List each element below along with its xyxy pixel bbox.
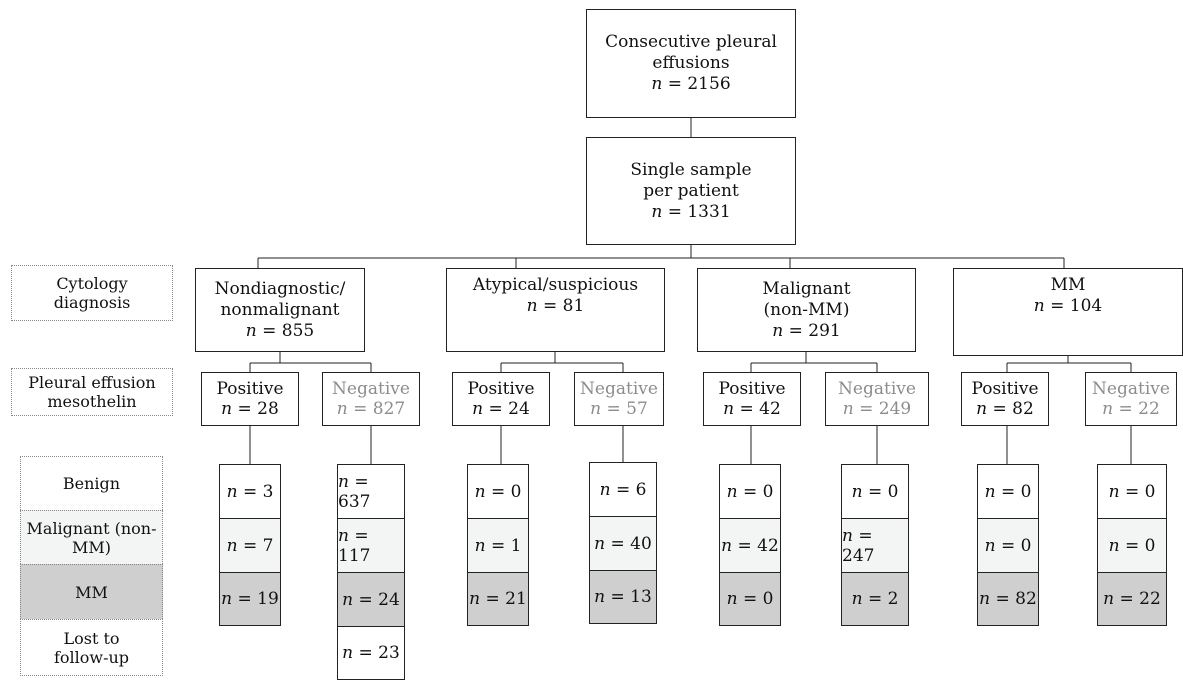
outcome-malignant-cell: n = 117 [337, 518, 405, 573]
outcome-lost-cell: n = 23 [337, 626, 405, 680]
mesothelin-count: n = 24 [472, 399, 530, 419]
outcome-benign-cell: n = 637 [337, 464, 405, 519]
mesothelin-positive-box: Positive n = 28 [201, 372, 299, 426]
outcome-benign-cell: n = 0 [1097, 464, 1167, 519]
cytology-group-title: Malignant (non-MM) [762, 278, 851, 320]
consecutive-effusions-count: n = 2156 [651, 74, 731, 94]
row-label-mm: MM [20, 564, 163, 619]
outcome-benign-cell: n = 0 [977, 464, 1039, 519]
outcome-mm-cell: n = 21 [467, 572, 529, 626]
mesothelin-label: Negative [332, 379, 410, 399]
mesothelin-negative-box: Negative n = 57 [574, 372, 664, 426]
cytology-group-count: n = 104 [1033, 296, 1103, 316]
outcome-benign-cell: n = 3 [219, 464, 281, 519]
outcome-mm-cell: n = 24 [337, 572, 405, 627]
single-sample-count: n = 1331 [651, 201, 731, 222]
outcome-benign-cell: n = 0 [719, 464, 781, 519]
mesothelin-count: n = 22 [1102, 399, 1160, 419]
outcome-malignant-cell: n = 7 [219, 518, 281, 573]
outcome-mm-cell: n = 13 [589, 570, 657, 624]
outcome-malignant-cell: n = 1 [467, 518, 529, 573]
mesothelin-label: Positive [971, 379, 1039, 399]
consecutive-effusions-title: Consecutive pleural effusions [605, 32, 777, 73]
mesothelin-label: Positive [467, 379, 535, 399]
mesothelin-count: n = 827 [336, 399, 406, 419]
row-label-cytology: Cytology diagnosis [11, 265, 173, 321]
mesothelin-count: n = 28 [221, 399, 279, 419]
outcome-malignant-cell: n = 40 [589, 516, 657, 571]
mesothelin-negative-box: Negative n = 249 [825, 372, 929, 426]
mesothelin-label: Positive [216, 379, 284, 399]
cytology-atypical-box: Atypical/suspicious n = 81 [446, 268, 665, 352]
mesothelin-positive-box: Positive n = 82 [961, 372, 1049, 426]
outcome-mm-cell: n = 82 [977, 572, 1039, 626]
outcome-benign-cell: n = 6 [589, 462, 657, 517]
cytology-group-title: Nondiagnostic/ nonmalignant [214, 278, 346, 320]
mesothelin-count: n = 42 [723, 399, 781, 419]
outcome-mm-cell: n = 19 [219, 572, 281, 626]
cytology-group-count: n = 81 [526, 296, 585, 316]
mesothelin-count: n = 57 [590, 399, 648, 419]
cytology-group-count: n = 855 [245, 320, 315, 341]
mesothelin-count: n = 82 [976, 399, 1034, 419]
cytology-group-title: MM [1050, 275, 1086, 295]
outcome-benign-cell: n = 0 [841, 464, 909, 519]
outcome-mm-cell: n = 0 [719, 572, 781, 626]
outcome-benign-cell: n = 0 [467, 464, 529, 519]
row-label-malignant: Malignant (non-MM) [20, 510, 163, 564]
mesothelin-label: Negative [838, 379, 916, 399]
single-sample-box: Single sample per patient n = 1331 [586, 137, 796, 245]
mesothelin-count: n = 249 [842, 399, 912, 419]
outcome-malignant-cell: n = 0 [1097, 518, 1167, 573]
outcome-malignant-cell: n = 247 [841, 518, 909, 573]
cytology-group-title: Atypical/suspicious [472, 275, 639, 295]
row-label-benign: Benign [20, 456, 163, 510]
mesothelin-positive-box: Positive n = 42 [703, 372, 801, 426]
cytology-malignant-box: Malignant (non-MM) n = 291 [697, 268, 916, 352]
cytology-group-count: n = 291 [772, 320, 841, 341]
outcome-mm-cell: n = 22 [1097, 572, 1167, 626]
mesothelin-positive-box: Positive n = 24 [452, 372, 550, 426]
mesothelin-label: Positive [718, 379, 786, 399]
cytology-nondiagnostic-box: Nondiagnostic/ nonmalignant n = 855 [195, 268, 365, 352]
mesothelin-negative-box: Negative n = 22 [1085, 372, 1177, 426]
consecutive-effusions-box: Consecutive pleural effusions n = 2156 [586, 9, 796, 118]
cytology-mm-box: MM n = 104 [953, 268, 1183, 356]
outcome-malignant-cell: n = 0 [977, 518, 1039, 573]
mesothelin-label: Negative [1092, 379, 1170, 399]
outcome-mm-cell: n = 2 [841, 572, 909, 626]
mesothelin-negative-box: Negative n = 827 [322, 372, 420, 426]
row-label-mesothelin: Pleural effusion mesothelin [11, 368, 173, 416]
mesothelin-label: Negative [580, 379, 658, 399]
row-label-lost: Lost to follow-up [20, 619, 163, 676]
single-sample-title: Single sample per patient [630, 159, 752, 201]
outcome-malignant-cell: n = 42 [719, 518, 781, 573]
